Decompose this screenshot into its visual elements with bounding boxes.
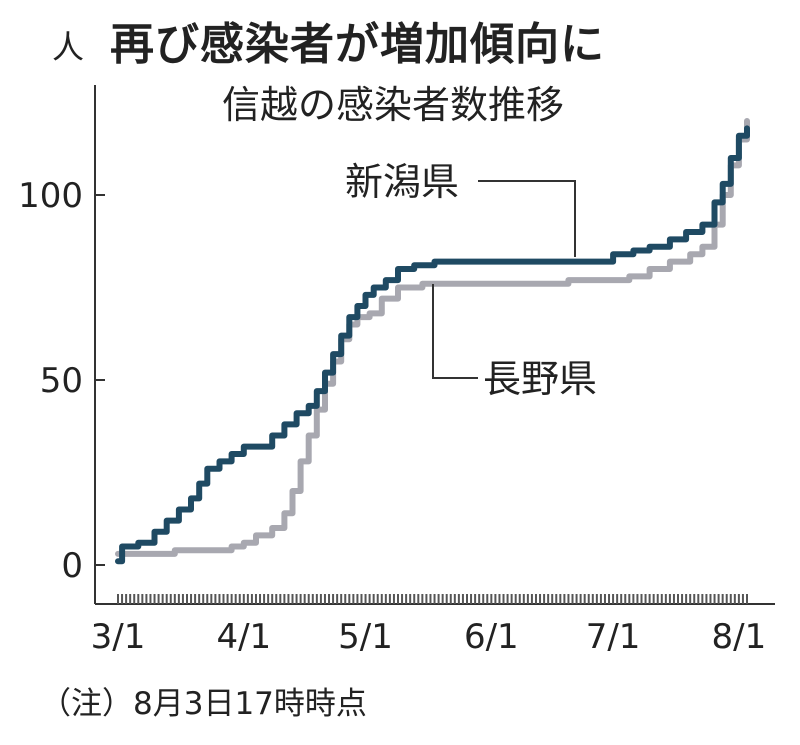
x-tick-label: 5/1 xyxy=(338,617,393,657)
series-line-nagano xyxy=(115,118,750,557)
series-label-nagano: 長野県 xyxy=(483,357,597,401)
chart-note: （注）8月3日17時時点 xyxy=(40,686,367,722)
chart-title: 再び感染者が増加傾向に xyxy=(110,19,605,70)
leader-line-niigata xyxy=(478,180,576,257)
x-tick-label: 4/1 xyxy=(216,617,271,657)
x-tick-label: 3/1 xyxy=(91,617,146,657)
leader-line-nagano xyxy=(432,284,478,379)
x-tick-label: 8/1 xyxy=(712,617,767,657)
chart-subtitle: 信越の感染者数推移 xyxy=(222,83,565,127)
series-line-niigata xyxy=(115,125,750,565)
series-label-niigata: 新潟県 xyxy=(345,160,459,204)
x-tick-label: 6/1 xyxy=(464,617,519,657)
y-tick-label-100: 100 xyxy=(18,176,83,216)
x-tick-label: 7/1 xyxy=(586,617,641,657)
y-unit-label: 人 xyxy=(52,28,85,66)
y-tick-label-0: 0 xyxy=(61,546,83,586)
y-tick-label-50: 50 xyxy=(40,361,83,401)
